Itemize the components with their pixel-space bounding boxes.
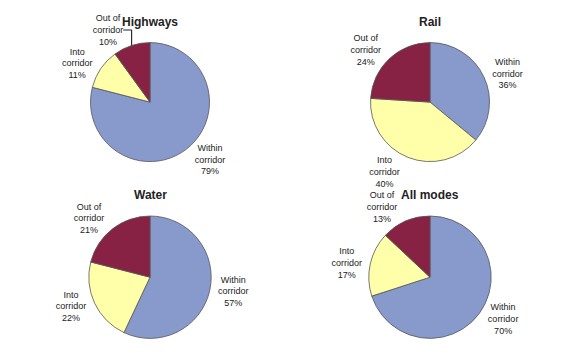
svg-text:Out ofcorridor21%: Out ofcorridor21% (74, 202, 105, 235)
svg-text:Withincorridor70%: Withincorridor70% (488, 302, 519, 335)
svg-text:Intocorridor40%: Intocorridor40% (369, 155, 400, 188)
svg-text:Intocorridor11%: Intocorridor11% (62, 47, 93, 80)
svg-text:Intocorridor22%: Intocorridor22% (56, 290, 87, 323)
svg-text:Withincorridor36%: Withincorridor36% (492, 57, 523, 90)
svg-text:All modes: All modes (401, 188, 459, 202)
svg-text:Rail: Rail (419, 15, 441, 29)
svg-text:Out ofcorridor13%: Out ofcorridor13% (367, 190, 398, 223)
svg-text:Withincorridor57%: Withincorridor57% (218, 275, 249, 308)
svg-text:Highways: Highways (122, 15, 178, 29)
svg-text:Intocorridor17%: Intocorridor17% (331, 246, 362, 279)
svg-text:Out ofcorridor10%: Out ofcorridor10% (93, 13, 124, 46)
svg-text:Water: Water (134, 188, 167, 202)
svg-text:Out ofcorridor24%: Out ofcorridor24% (350, 33, 381, 66)
svg-text:Withincorridor79%: Withincorridor79% (195, 143, 226, 176)
